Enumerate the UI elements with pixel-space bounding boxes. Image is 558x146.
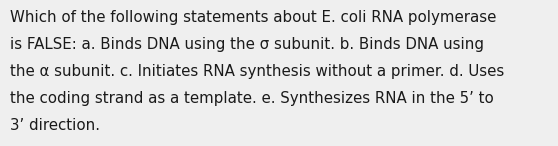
Text: the α subunit. c. Initiates RNA synthesis without a primer. d. Uses: the α subunit. c. Initiates RNA synthesi… bbox=[10, 64, 504, 79]
Text: the coding strand as a template. e. Synthesizes RNA in the 5’ to: the coding strand as a template. e. Synt… bbox=[10, 91, 494, 106]
Text: is FALSE: a. Binds DNA using the σ subunit. b. Binds DNA using: is FALSE: a. Binds DNA using the σ subun… bbox=[10, 37, 484, 52]
Text: Which of the following statements about E. coli RNA polymerase: Which of the following statements about … bbox=[10, 10, 497, 25]
Text: 3’ direction.: 3’ direction. bbox=[10, 118, 100, 133]
